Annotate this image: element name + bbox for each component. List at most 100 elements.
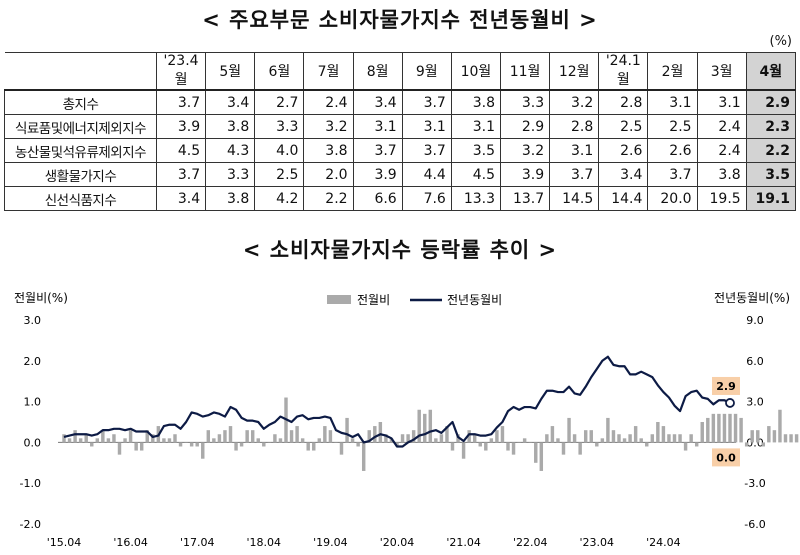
bar-mom [550,426,555,443]
y-tick-right: 0.0 [746,436,764,449]
column-header: 11월 [499,52,551,91]
table-cell: 3.7 [401,138,452,163]
line-yoy [63,355,731,448]
bar-mom [173,434,177,443]
callout-mom: 0.0 [716,451,736,464]
bar-mom [295,426,299,443]
bar-mom [73,430,77,443]
table-cell: 3.9 [352,162,403,187]
bar-mom [522,438,527,443]
table-cell: 6.6 [352,186,403,211]
bar-mom [167,438,172,443]
bar-mom [389,438,394,443]
y-axis-label-right: 전년동월비(%) [714,291,790,305]
bar-mom [128,430,133,443]
bar-mom [767,426,771,443]
x-tick-label: '20.04 [380,536,415,549]
bar-mom [783,434,788,443]
column-header: 4월 [745,52,797,91]
bar-mom [239,442,244,447]
bar-mom [728,413,732,443]
bar-mom [511,442,516,455]
table-cell: 2.6 [647,138,698,163]
table-cell: 3.3 [205,162,256,187]
bar-mom [367,430,371,443]
bar-mom [517,442,521,443]
table-unit: (%) [769,34,793,49]
table-cell: 3.7 [401,89,452,115]
bar-mom [772,430,777,443]
bar-mom [567,417,571,443]
bar-mom [761,442,766,447]
table-cell: 3.9 [155,114,207,139]
bar-mom [489,438,494,443]
bar-mom [139,442,144,451]
column-header: 8월 [352,52,403,91]
table-cell: 4.5 [450,162,501,187]
row-label: 식료품및에너지제외지수 [4,114,157,139]
table-cell: 3.7 [352,138,403,163]
bar-mom [400,434,405,443]
bar-mom [461,442,466,459]
bar-mom [289,430,294,443]
table-cell: 13.7 [499,186,551,211]
table-cell: 4.0 [254,138,305,163]
table-cell: 2.8 [549,114,600,139]
bar-mom [678,434,682,443]
bar-mom [84,434,88,443]
bar-mom [189,442,194,447]
row-label: 농산물및석유류제외지수 [4,138,157,163]
bar-mom [595,442,599,447]
bar-mom [478,442,482,447]
table-row: 신선식품지수 3.4 3.8 4.2 2.2 6.6 7.6 13.3 13.7 14.5 14.4… [4,186,797,211]
bar-mom [739,417,743,443]
bar-mom [711,413,716,443]
table-cell: 3.8 [696,162,747,187]
table-cell: 3.5 [450,138,501,163]
table-cell: 2.7 [254,89,305,115]
x-tick-label: '22.04 [513,536,548,549]
table-cell: 3.7 [155,89,207,115]
bar-mom [611,430,616,443]
table-title: < 주요부문 소비자물가지수 전년동월비 > [202,8,598,32]
table-cell: 2.0 [303,162,354,187]
bar-mom [706,417,710,443]
table-cell: 2.4 [696,114,747,139]
table-cell: 3.3 [499,89,551,115]
table-cell: 3.1 [401,114,452,139]
bar-mom [589,430,593,443]
callout-yoy: 2.9 [716,380,736,393]
bar-mom [656,422,660,443]
bar-mom [617,434,621,443]
table-cell: 2.5 [254,162,305,187]
bar-mom [450,442,455,451]
line-end-marker [725,398,735,408]
bar-mom [472,434,477,443]
y-tick-right: 6.0 [746,355,764,368]
column-header: 12월 [549,52,600,91]
bar-mom [250,430,255,443]
bar-mom [600,438,605,443]
bar-mom [750,430,754,443]
bar-mom [123,438,127,443]
bar-mom [506,442,510,451]
bar-mom [428,409,433,443]
x-tick-label: '17.04 [180,536,215,549]
bar-mom [384,434,388,443]
table-header-row: '23.4월 5월 6월 7월 8월 9월 10월 11월 12월 '24.1월 2월 3월 4월 [4,52,797,91]
table-cell: 2.2 [303,186,354,211]
table-cell: 2.9 [499,114,551,139]
bar-mom [689,434,693,443]
bar-mom [317,438,322,443]
row-label: 총지수 [4,89,157,115]
x-tick-label: '21.04 [446,536,481,549]
bar-mom [151,434,155,443]
bar-mom [361,442,366,471]
table-cell: 2.4 [303,89,354,115]
bar-mom [667,434,671,443]
legend-label: 전월비 [357,293,390,307]
bar-mom [439,434,444,443]
table-cell: 3.9 [499,162,551,187]
table-cell: 4.4 [401,162,452,187]
table-cell: 2.4 [696,138,747,163]
